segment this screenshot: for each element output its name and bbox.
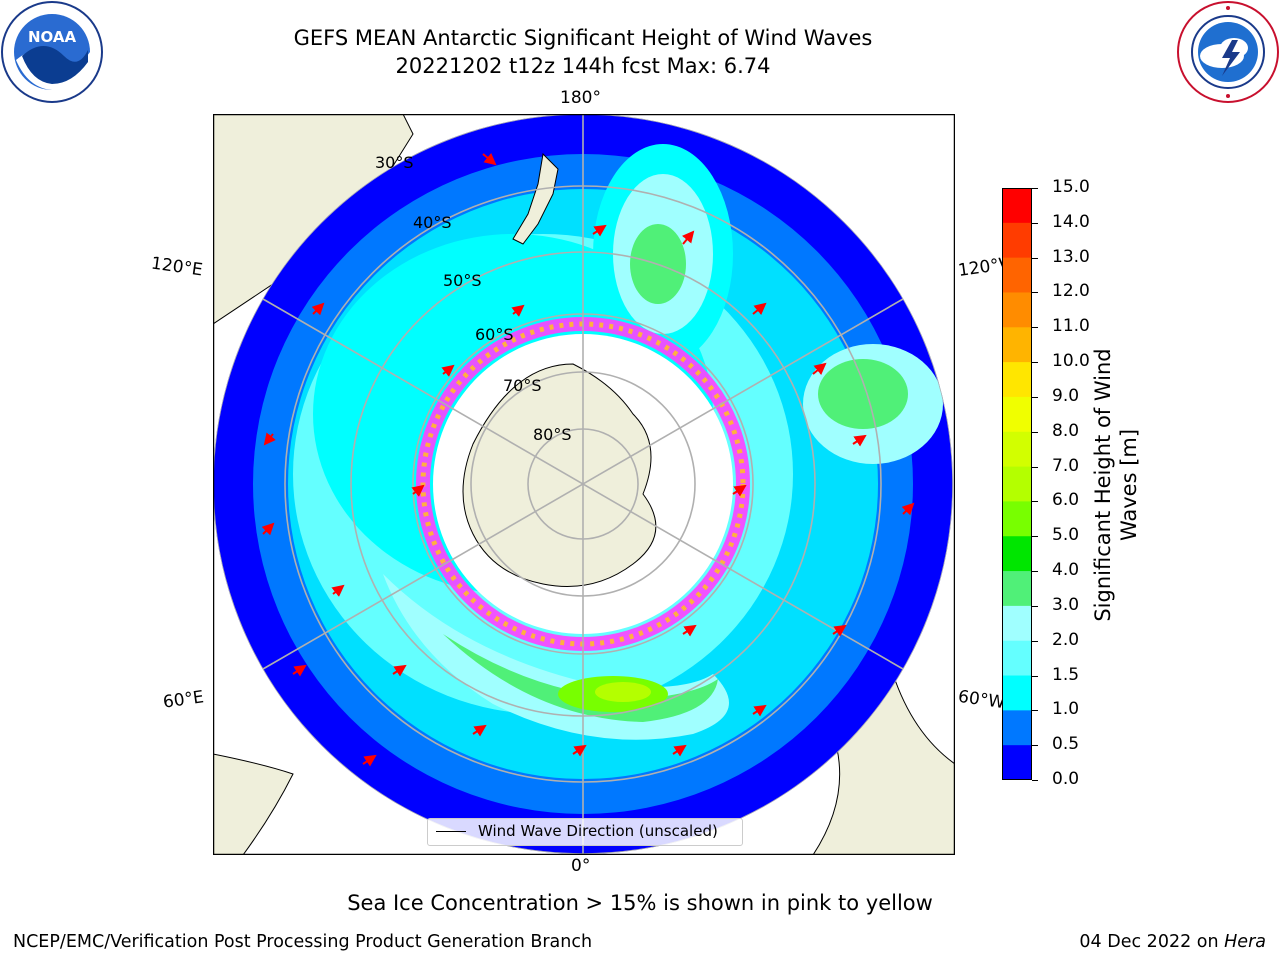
colorbar-tick-mark [1032,605,1038,607]
colorbar-tick-mark [1032,327,1038,329]
colorbar-segment [1002,536,1032,572]
lat-label-60s: 60°S [475,325,514,344]
colorbar-tick-label: 7.0 [1052,455,1080,476]
colorbar-label-line1: Significant Height of Wind [1091,348,1115,622]
colorbar-tick-label: 2.0 [1052,629,1080,650]
colorbar-tick-label: 5.0 [1052,525,1080,546]
colorbar-tick-label: 1.0 [1052,699,1080,720]
noaa-logo-icon: NOAA [1,1,103,103]
colorbar-segment [1002,745,1032,780]
lon-label-60w: 60°W [956,686,1007,714]
footer-branch: NCEP/EMC/Verification Post Processing Pr… [13,932,593,952]
colorbar-tick-label: 6.0 [1052,490,1080,511]
colorbar-tick-mark [1032,222,1038,224]
nws-logo-icon [1177,1,1279,103]
legend-label: Wind Wave Direction (unscaled) [478,822,718,840]
colorbar-segment [1002,431,1032,468]
colorbar-tick-mark [1032,396,1038,398]
lon-label-0: 0° [571,856,591,876]
lon-label-60e: 60°E [161,687,206,713]
colorbar-tick-label: 13.0 [1052,246,1090,267]
colorbar-tick-label: 0.5 [1052,734,1080,755]
legend-line-sample [436,831,466,832]
colorbar-segment [1002,675,1032,711]
lat-label-80s: 80°S [533,425,572,444]
colorbar-tick-label: 15.0 [1052,177,1090,197]
colorbar-tick-mark [1032,710,1038,712]
chart-subtitle-forecast: 20221202 t12z 144h fcst Max: 6.74 [395,54,771,78]
colorbar-segment [1002,571,1032,607]
colorbar-segment [1002,501,1032,537]
colorbar-tick-mark [1032,466,1038,468]
colorbar-tick-mark [1032,292,1038,294]
wind-arrow-icon [261,152,915,767]
colorbar-tick-mark [1032,431,1038,433]
lat-label-70s: 70°S [503,376,542,395]
colorbar-segment [1002,710,1032,746]
colorbar [1002,188,1032,780]
land-new-zealand [512,152,559,245]
colorbar-tick-label: 3.0 [1052,594,1080,615]
colorbar-tick-label: 1.5 [1052,664,1080,685]
colorbar-tick-mark [1032,257,1038,259]
colorbar-tick-label: 12.0 [1052,281,1090,302]
land-antarctica [462,363,657,587]
sea-ice-note: Sea Ice Concentration > 15% is shown in … [347,891,933,915]
colorbar-segment [1002,362,1032,398]
colorbar-tick-mark [1032,745,1038,747]
colorbar-segment [1002,640,1032,677]
lon-label-120e: 120°E [149,253,204,281]
colorbar-segment [1002,222,1032,259]
colorbar-tick-mark [1032,780,1038,781]
chart-title: GEFS MEAN Antarctic Significant Height o… [293,26,873,50]
colorbar-tick-label: 0.0 [1052,769,1080,789]
map-legend: Wind Wave Direction (unscaled) [427,818,743,846]
colorbar-tick-mark [1032,640,1038,642]
colorbar-segment [1002,605,1032,642]
colorbar-tick-label: 11.0 [1052,316,1090,337]
colorbar-tick-mark [1032,362,1038,364]
colorbar-segment [1002,327,1032,363]
colorbar-frame [1002,188,1032,780]
colorbar-tick-mark [1032,188,1038,189]
footer-date: 04 Dec 2022 on Hera [1079,932,1266,952]
colorbar-segment [1002,257,1032,293]
land-africa [213,753,294,855]
colorbar-tick-mark [1032,675,1038,677]
colorbar-segment [1002,188,1032,224]
colorbar-tick-label: 14.0 [1052,211,1090,232]
colorbar-label-line2: Waves [m] [1117,428,1141,542]
colorbar-tick-mark [1032,536,1038,538]
lat-label-40s: 40°S [413,213,452,232]
colorbar-tick-label: 8.0 [1052,420,1080,441]
colorbar-tick-label: 4.0 [1052,560,1080,581]
colorbar-tick-mark [1032,501,1038,503]
lat-label-50s: 50°S [443,271,482,290]
footer-date-text: 04 Dec 2022 on [1079,932,1225,952]
svg-text:NOAA: NOAA [28,28,77,46]
lat-label-30s: 30°S [375,153,414,172]
colorbar-tick-mark [1032,571,1038,573]
lon-label-180: 180° [560,88,601,108]
colorbar-tick-label: 9.0 [1052,385,1080,406]
polar-map: 30°S 40°S 50°S 60°S 70°S 80°S [213,114,955,855]
colorbar-segment [1002,396,1032,433]
colorbar-tick-label: 10.0 [1052,351,1090,372]
footer-host: Hera [1224,932,1266,952]
colorbar-segment [1002,466,1032,502]
colorbar-segment [1002,292,1032,328]
colorbar-label: Significant Height of Wind Waves [m] [1090,348,1142,621]
